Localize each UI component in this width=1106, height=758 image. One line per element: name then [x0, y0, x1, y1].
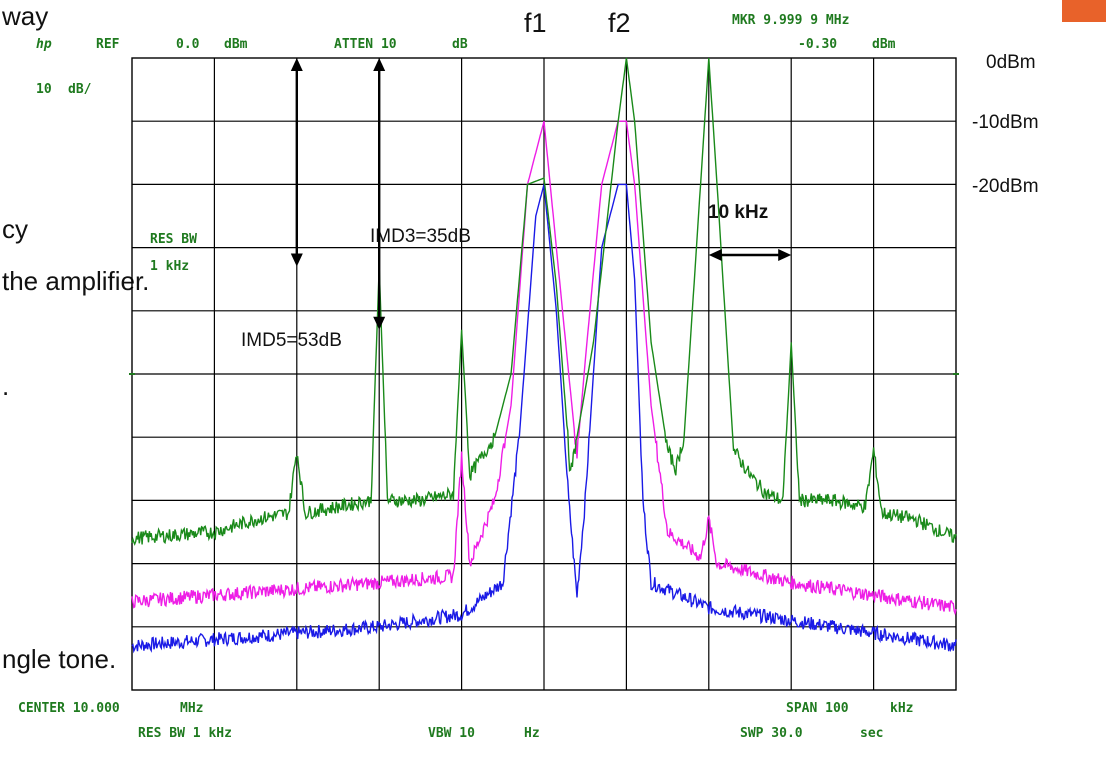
annotation-arrows [290, 58, 792, 330]
res-bw-title: RES BW [150, 232, 197, 247]
trace-blue [131, 183, 957, 654]
sweep-unit: sec [860, 726, 883, 741]
accent-bar [1062, 0, 1106, 22]
center-frequency: CENTER 10.000 [18, 701, 120, 716]
marker-unit: dBm [872, 37, 896, 52]
f1-label: f1 [524, 8, 547, 38]
ref-unit: dBm [224, 37, 248, 52]
graticule [129, 57, 959, 691]
sweep-time: SWP 30.0 [740, 726, 803, 741]
res-bw-bottom: RES BW 1 kHz [138, 726, 232, 741]
slide-text-fragment: . [2, 371, 9, 401]
slide-text-fragment: cy [2, 214, 28, 244]
span-value: SPAN 100 [786, 701, 849, 716]
imd5-arrow-head [290, 253, 303, 267]
f2-label: f2 [608, 8, 631, 38]
imd3-arrow-head [373, 316, 386, 330]
level-minus10dbm: -10dBm [972, 112, 1039, 133]
imd3-arrow-head [373, 58, 386, 71]
atten-label: ATTEN 10 [334, 37, 397, 52]
center-unit: MHz [180, 701, 203, 716]
marker-label: MKR 9.999 9 MHz [732, 13, 849, 28]
trace-green [131, 57, 957, 546]
trace-group [131, 57, 957, 654]
spacing-label: 10 kHz [708, 202, 768, 223]
ref-value: 0.0 [176, 37, 200, 52]
marker-value: -0.30 [798, 37, 837, 52]
imd3-label: IMD3=35dB [370, 226, 471, 247]
scale-unit: dB/ [68, 82, 92, 97]
imd5-label: IMD5=53dB [241, 330, 342, 351]
atten-unit: dB [452, 37, 468, 52]
level-minus20dbm: -20dBm [972, 176, 1039, 197]
spacing-arrow-head [708, 249, 722, 261]
hp-logo: hp [36, 37, 52, 52]
vbw-unit: Hz [524, 726, 540, 741]
slide-margin [1055, 0, 1106, 758]
slide-text-fragment: way [1, 1, 48, 31]
slide-text-fragment: ngle tone. [2, 644, 116, 674]
spacing-arrow-head [778, 249, 792, 261]
trace-magenta [131, 120, 957, 616]
vbw-value: VBW 10 [428, 726, 475, 741]
level-0dbm: 0dBm [986, 52, 1036, 73]
ref-label: REF [96, 37, 120, 52]
imd5-arrow-head [290, 58, 303, 71]
span-unit: kHz [890, 701, 913, 716]
scale-value: 10 [36, 82, 52, 97]
res-bw-value: 1 kHz [150, 259, 189, 274]
slide-text-fragment: the amplifier. [2, 266, 149, 296]
